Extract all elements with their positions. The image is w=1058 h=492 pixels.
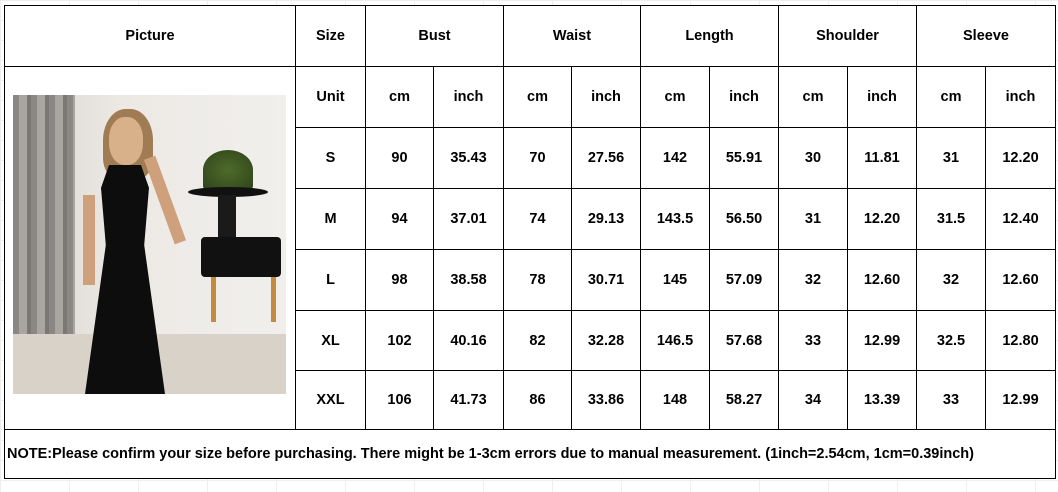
measurement-cell: 32 — [916, 249, 986, 311]
measurement-cell: 32.28 — [571, 310, 641, 371]
measurement-cell: 12.40 — [985, 188, 1056, 250]
measurement-cell: 12.60 — [985, 249, 1056, 311]
header-row: Picture Size Bust Waist Length Shoulder … — [4, 5, 1056, 67]
product-photo — [13, 95, 286, 394]
measurement-cell: 37.01 — [433, 188, 504, 250]
black-jumpsuit — [85, 165, 165, 394]
measurement-cell: 12.60 — [847, 249, 917, 311]
measurement-cell: 30 — [778, 127, 848, 189]
measurement-cell: 32.5 — [916, 310, 986, 371]
measurement-cell: 74 — [503, 188, 572, 250]
unit-cm: cm — [365, 66, 434, 128]
measurement-cell: 70 — [503, 127, 572, 189]
measurement-cell: 38.58 — [433, 249, 504, 311]
unit-row: Unit cm inch cm inch cm inch cm inch cm inch — [4, 66, 1056, 430]
measurement-cell: 106 — [365, 370, 434, 430]
model-arm — [83, 195, 95, 285]
measurement-cell: 35.43 — [433, 127, 504, 189]
header-waist: Waist — [503, 5, 641, 67]
measurement-cell: 31.5 — [916, 188, 986, 250]
unit-inch: inch — [709, 66, 779, 128]
measurement-cell: 33 — [916, 370, 986, 430]
size-label: S — [295, 127, 366, 189]
measurement-cell: 12.99 — [847, 310, 917, 371]
measurement-cell: 31 — [778, 188, 848, 250]
measurement-cell: 55.91 — [709, 127, 779, 189]
bench-leg — [211, 277, 216, 322]
note-row: NOTE:Please confirm your size before pur… — [4, 429, 1056, 479]
measurement-cell: 32 — [778, 249, 848, 311]
unit-cm: cm — [916, 66, 986, 128]
measurement-cell: 145 — [640, 249, 710, 311]
note-text: NOTE:Please confirm your size before pur… — [4, 429, 1056, 479]
size-label: XL — [295, 310, 366, 371]
measurement-cell: 148 — [640, 370, 710, 430]
measurement-cell: 33 — [778, 310, 848, 371]
size-row-s: S 90 35.43 70 27.56 142 55.91 30 11.81 31 12.20 — [5, 127, 1056, 189]
side-table-leg — [218, 195, 236, 240]
measurement-cell: 29.13 — [571, 188, 641, 250]
measurement-cell: 12.99 — [985, 370, 1056, 430]
measurement-cell: 40.16 — [433, 310, 504, 371]
header-length: Length — [640, 5, 779, 67]
measurement-cell: 31 — [916, 127, 986, 189]
measurement-cell: 33.86 — [571, 370, 641, 430]
header-picture: Picture — [4, 5, 296, 67]
measurement-cell: 57.09 — [709, 249, 779, 311]
measurement-cell: 94 — [365, 188, 434, 250]
size-chart-table: Picture Size Bust Waist Length Shoulder … — [4, 5, 1056, 479]
measurement-cell: 12.20 — [847, 188, 917, 250]
measurement-cell: 34 — [778, 370, 848, 430]
measurement-cell: 57.68 — [709, 310, 779, 371]
unit-cm: cm — [640, 66, 710, 128]
measurement-cell: 90 — [365, 127, 434, 189]
plant — [203, 150, 253, 190]
header-size: Size — [295, 5, 366, 67]
measurement-cell: 11.81 — [847, 127, 917, 189]
product-picture-cell — [4, 66, 296, 430]
measurement-cell: 82 — [503, 310, 572, 371]
measurement-cell: 12.80 — [985, 310, 1056, 371]
measurement-cell: 41.73 — [433, 370, 504, 430]
unit-cm: cm — [503, 66, 572, 128]
unit-inch: inch — [847, 66, 917, 128]
measurement-cell: 146.5 — [640, 310, 710, 371]
measurement-cell: 142 — [640, 127, 710, 189]
unit-inch: inch — [433, 66, 504, 128]
header-sleeve: Sleeve — [916, 5, 1056, 67]
measurement-cell: 143.5 — [640, 188, 710, 250]
size-label: XXL — [295, 370, 366, 430]
measurement-cell: 12.20 — [985, 127, 1056, 189]
header-bust: Bust — [365, 5, 504, 67]
measurement-cell: 78 — [503, 249, 572, 311]
unit-inch: inch — [985, 66, 1056, 128]
model-head — [109, 117, 143, 165]
measurement-cell: 86 — [503, 370, 572, 430]
measurement-cell: 58.27 — [709, 370, 779, 430]
side-table — [188, 187, 268, 197]
unit-label: Unit — [295, 66, 366, 128]
measurement-cell: 27.56 — [571, 127, 641, 189]
size-label: L — [295, 249, 366, 311]
measurement-cell: 102 — [365, 310, 434, 371]
bench-leg — [271, 277, 276, 322]
measurement-cell: 30.71 — [571, 249, 641, 311]
unit-inch: inch — [571, 66, 641, 128]
measurement-cell: 56.50 — [709, 188, 779, 250]
bench — [201, 237, 281, 277]
unit-cm: cm — [778, 66, 848, 128]
measurement-cell: 13.39 — [847, 370, 917, 430]
size-label: M — [295, 188, 366, 250]
model-arm — [143, 155, 187, 245]
measurement-cell: 98 — [365, 249, 434, 311]
header-shoulder: Shoulder — [778, 5, 917, 67]
